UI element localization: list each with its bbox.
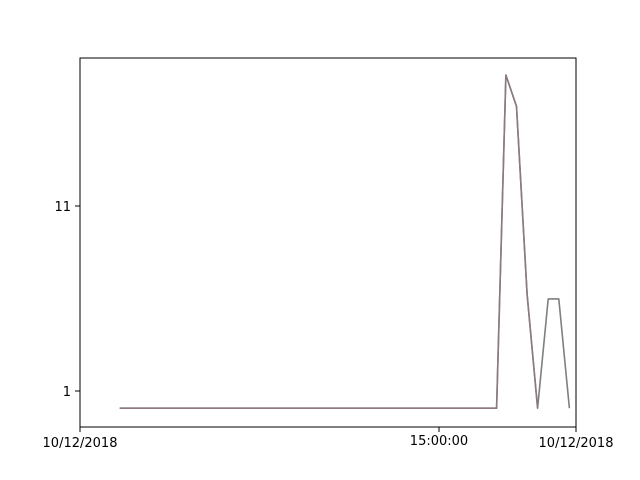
x-tick-label: 10/12/2018 bbox=[43, 436, 118, 451]
x-tick-label: 10/12/2018 bbox=[539, 436, 614, 451]
plot-area bbox=[80, 58, 576, 427]
y-axis: 1 11 bbox=[54, 200, 80, 400]
x-tick-label: 15:00:00 bbox=[410, 434, 468, 449]
x-axis: 10/12/2018 15:00:00 10/12/2018 bbox=[43, 427, 614, 451]
axes-frame bbox=[79, 57, 577, 428]
y-tick-label: 1 bbox=[63, 385, 71, 400]
y-tick-label: 11 bbox=[54, 200, 71, 215]
series-line-1 bbox=[119, 74, 539, 410]
